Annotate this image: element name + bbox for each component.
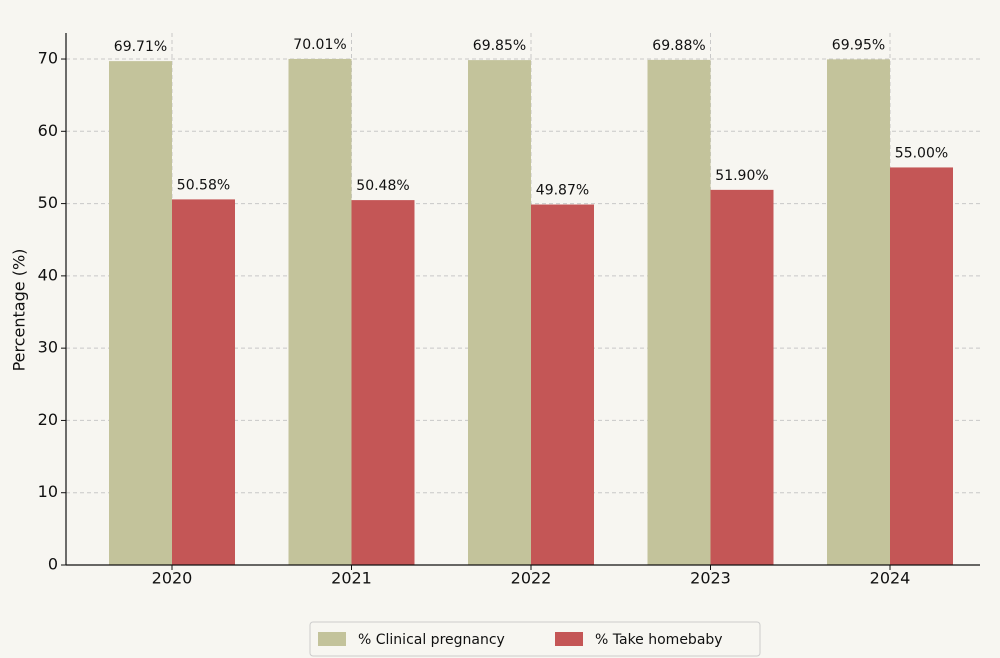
bar xyxy=(827,59,890,566)
y-tick-label: 30 xyxy=(38,338,58,357)
y-tick-label: 60 xyxy=(38,121,58,140)
bar xyxy=(468,60,531,565)
x-tick-label: 2023 xyxy=(690,569,731,588)
value-label: 50.48% xyxy=(356,178,409,194)
legend: % Clinical pregnancy % Take homebaby xyxy=(309,621,761,657)
legend-swatch xyxy=(555,632,583,646)
legend-box xyxy=(309,621,761,657)
x-tick-label: 2024 xyxy=(870,569,911,588)
x-tick-label: 2020 xyxy=(152,569,193,588)
y-tick-label: 10 xyxy=(38,482,58,501)
value-label: 69.88% xyxy=(652,38,705,54)
y-tick-label: 40 xyxy=(38,265,58,284)
y-axis-label: Percentage (%) xyxy=(10,249,29,372)
bar xyxy=(109,61,172,566)
bar xyxy=(890,167,953,565)
value-label: 69.71% xyxy=(114,39,167,55)
bar xyxy=(288,58,352,565)
value-label: 49.87% xyxy=(536,183,589,199)
y-tick-label: 70 xyxy=(38,49,58,68)
value-label: 69.85% xyxy=(473,38,526,54)
legend-swatch xyxy=(318,632,346,646)
x-tick-label: 2022 xyxy=(511,569,552,588)
x-tick-label: 2021 xyxy=(331,569,372,588)
y-tick-label: 0 xyxy=(48,555,58,574)
bar xyxy=(351,200,415,566)
legend-label: % Clinical pregnancy xyxy=(358,632,505,648)
bar xyxy=(531,204,594,566)
value-label: 69.95% xyxy=(832,37,885,53)
legend-label: % Take homebaby xyxy=(595,632,723,648)
value-label: 55.00% xyxy=(895,145,948,161)
value-label: 51.90% xyxy=(715,168,768,184)
bar xyxy=(710,189,774,565)
value-label: 70.01% xyxy=(293,37,346,53)
value-label: 50.58% xyxy=(177,177,230,193)
y-tick-label: 20 xyxy=(38,410,58,429)
bar xyxy=(172,199,235,565)
y-tick-label: 50 xyxy=(38,193,58,212)
bar xyxy=(647,59,711,565)
